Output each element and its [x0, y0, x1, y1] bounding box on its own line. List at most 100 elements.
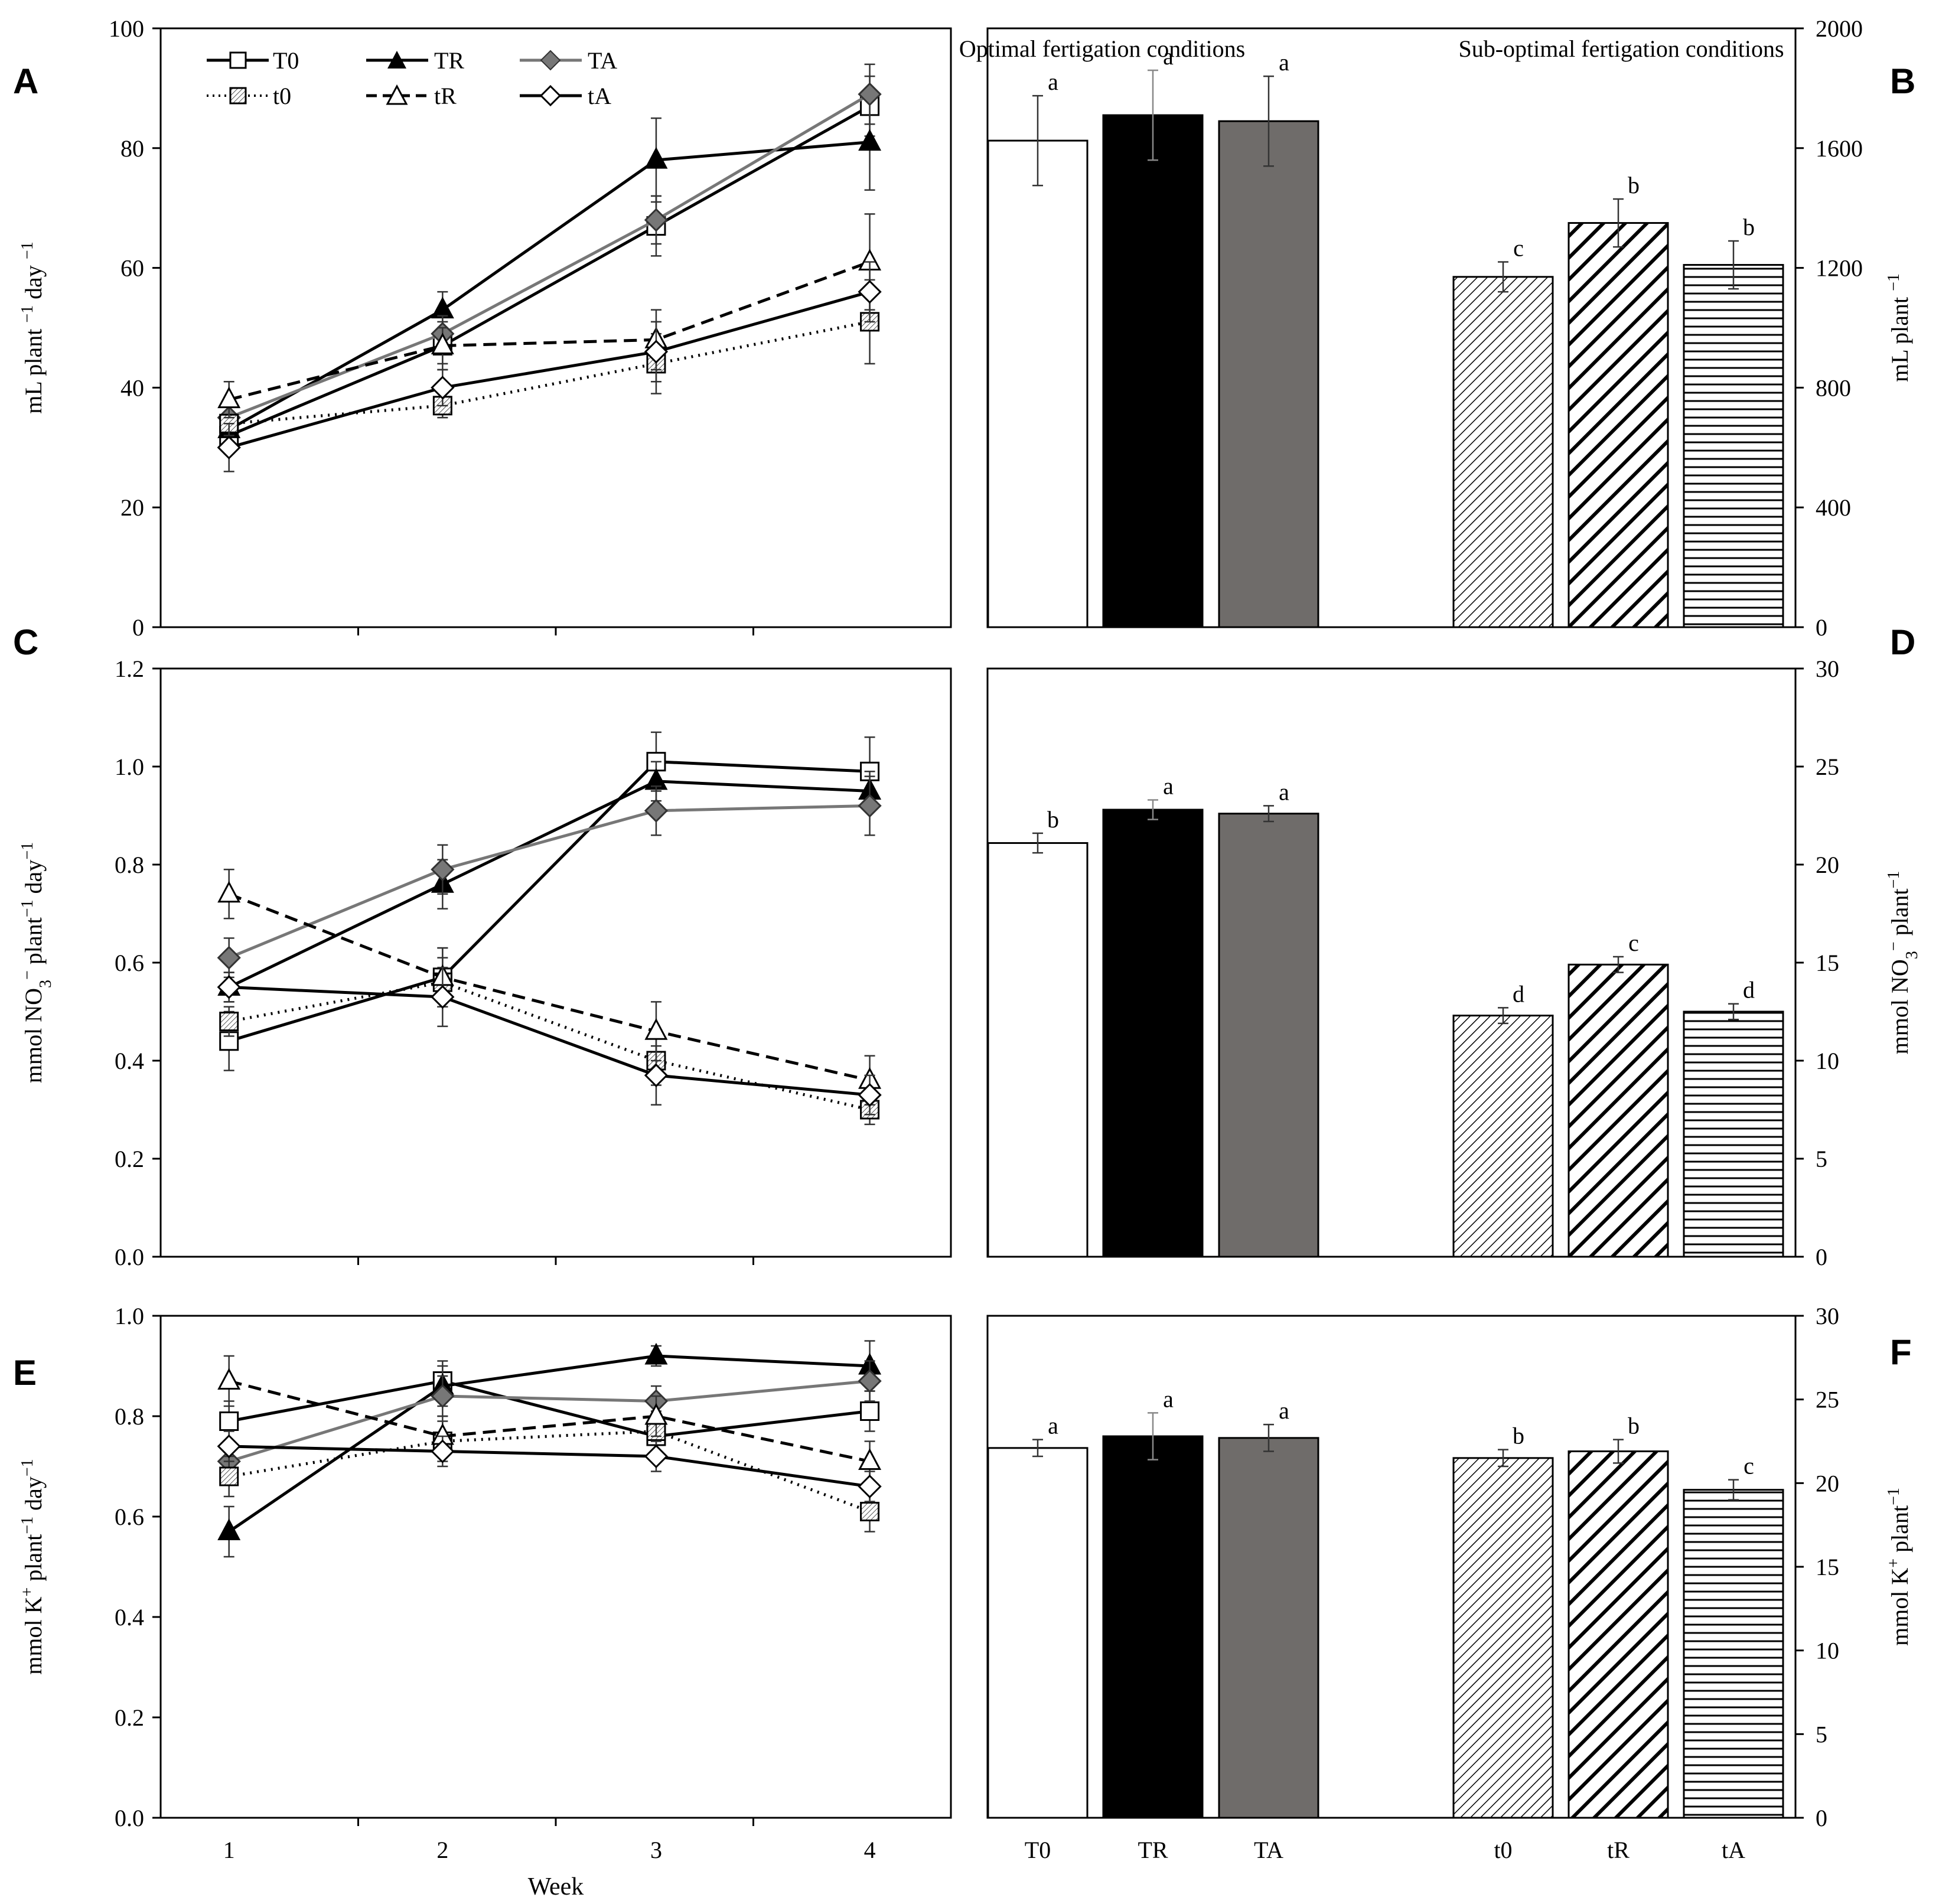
- series-line: [229, 980, 871, 1111]
- y-tick-label: 1200: [1816, 255, 1863, 282]
- data-point: [431, 858, 455, 882]
- panel-a: 0 20 40 60 80 100 mL plant −1 day −1: [18, 15, 952, 641]
- significance-letter: b: [1628, 172, 1640, 198]
- significance-letter: a: [1279, 778, 1289, 805]
- series-t0: [219, 279, 880, 442]
- y-tick-label: 0.8: [115, 852, 144, 878]
- bar-t0: [987, 1447, 1089, 1819]
- series-line: [229, 1445, 870, 1488]
- series-line: [229, 320, 871, 425]
- y-tick-label: 2000: [1816, 15, 1863, 42]
- data-point: [431, 984, 455, 1009]
- data-point: [644, 146, 668, 169]
- data-point: [431, 296, 454, 319]
- y-tick-label: 25: [1816, 754, 1839, 780]
- y-tick-label: 0: [1816, 1805, 1827, 1831]
- series-t0: [219, 957, 880, 1126]
- panel-d: 0 5 10 15 20 25 30 mmol NO3− plant−1 b a a d c d: [986, 656, 1921, 1270]
- legend-item-t0-lower: t0: [207, 83, 291, 109]
- data-point: [644, 1444, 669, 1469]
- series-ta: [217, 1430, 882, 1502]
- series-ta: [217, 261, 882, 472]
- y-tick-label: 400: [1816, 494, 1851, 521]
- series-line: [228, 804, 870, 960]
- y-axis-label: mmol NO3− plant−1 day−1: [18, 842, 55, 1083]
- significance-letter: c: [1513, 234, 1524, 261]
- data-point: [858, 82, 882, 106]
- series-line: [229, 260, 871, 402]
- y-tick-label: 20: [1816, 852, 1839, 878]
- bar-t0: [987, 139, 1089, 628]
- legend-label-tr-upper: TR: [434, 47, 464, 74]
- data-point: [858, 794, 882, 818]
- data-point: [858, 1369, 882, 1393]
- series-line: [228, 1354, 870, 1533]
- bar-tr: [1102, 1435, 1204, 1819]
- data-point: [858, 1448, 882, 1470]
- significance-letter: b: [1047, 806, 1059, 833]
- y-tick-label: 20: [120, 494, 144, 521]
- category-label: TA: [1254, 1837, 1283, 1863]
- significance-letter: c: [1628, 930, 1639, 956]
- bar-ta: [1218, 1437, 1319, 1819]
- series-t0: [219, 1360, 880, 1458]
- significance-letter: a: [1048, 1413, 1058, 1439]
- legend-item-t0-upper: T0: [207, 47, 299, 74]
- bar-tr: [1568, 222, 1669, 628]
- group-label-optimal: Optimal fertigation conditions: [959, 35, 1245, 62]
- panel-c: 0.0 0.2 0.4 0.6 0.8 1.0 1.2 mmol NO3− plant−1 d…: [18, 656, 952, 1270]
- data-point: [858, 129, 882, 151]
- series-ta: [217, 967, 882, 1116]
- significance-letter: b: [1513, 1423, 1524, 1449]
- y-axis-label: mL plant −1 day −1: [18, 242, 47, 413]
- y-tick-label: 1600: [1816, 135, 1863, 162]
- category-label: TR: [1138, 1837, 1168, 1863]
- y-axis-label: mmol K+ plant−1 day−1: [18, 1459, 47, 1674]
- series-line: [228, 780, 870, 989]
- bar-t0: [1452, 1457, 1554, 1819]
- y-tick-label: 10: [1816, 1048, 1839, 1074]
- data-point: [219, 1411, 239, 1431]
- data-point: [860, 1401, 880, 1421]
- y-tick-label: 5: [1816, 1146, 1827, 1172]
- category-label: tA: [1722, 1837, 1745, 1863]
- data-point: [858, 280, 882, 304]
- data-point: [644, 340, 669, 364]
- y-tick-label: 30: [1816, 656, 1839, 682]
- y-tick-label: 0: [1816, 614, 1827, 641]
- legend-label-ta-upper: TA: [588, 47, 617, 74]
- data-point: [858, 1474, 882, 1499]
- legend-label-t0-lower: t0: [273, 83, 291, 109]
- y-tick-label: 0.2: [115, 1704, 144, 1731]
- significance-letter: c: [1744, 1453, 1754, 1479]
- bar-tr: [1102, 114, 1204, 628]
- legend-item-tr-lower: tR: [366, 83, 457, 109]
- bar-ta: [1218, 813, 1319, 1258]
- y-axis-label: mL plant −1: [1885, 273, 1914, 382]
- data-point: [858, 1083, 882, 1107]
- y-tick-label: 5: [1816, 1721, 1827, 1747]
- x-tick-label: 1: [223, 1837, 235, 1863]
- category-label: t0: [1494, 1837, 1512, 1863]
- legend-item-tr-upper: TR: [366, 47, 464, 74]
- significance-letter: a: [1279, 1397, 1289, 1424]
- significance-letter: b: [1743, 214, 1755, 240]
- data-point: [217, 435, 241, 459]
- significance-letter: d: [1513, 980, 1524, 1007]
- significance-letter: a: [1163, 1385, 1174, 1412]
- y-tick-label: 0.6: [115, 950, 144, 976]
- y-tick-label: 0.6: [115, 1504, 144, 1530]
- y-tick-label: 20: [1816, 1470, 1839, 1497]
- panel-e: 0.0 0.2 0.4 0.6 0.8 1.0 1 2 3 4 Week mmol K+ plant−…: [18, 1303, 952, 1900]
- data-point: [644, 208, 669, 232]
- data-point: [431, 1384, 455, 1409]
- data-point: [217, 946, 241, 970]
- category-label: T0: [1025, 1837, 1051, 1863]
- y-tick-label: 0: [132, 614, 144, 641]
- series-line: [228, 105, 871, 437]
- bar-tr: [1102, 808, 1204, 1258]
- panel-label-d: D: [1890, 622, 1915, 662]
- y-tick-label: 0.0: [115, 1805, 144, 1831]
- panel-label-f: F: [1890, 1332, 1912, 1372]
- bar-t0: [987, 842, 1089, 1258]
